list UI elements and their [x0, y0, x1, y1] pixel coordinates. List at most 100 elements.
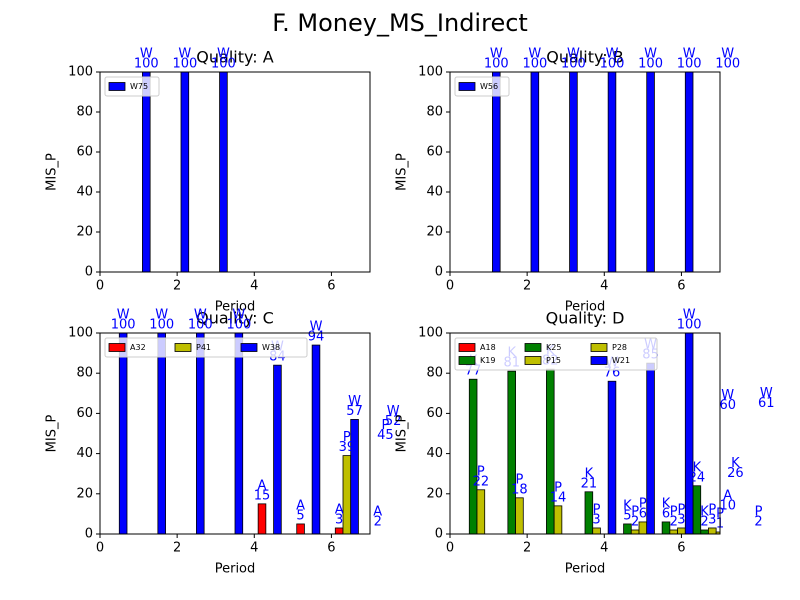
bar-label-value: 100 [149, 318, 174, 333]
bar [374, 530, 382, 534]
bar [311, 344, 321, 534]
bar-label-value: 100 [134, 57, 159, 72]
bar-label-value: 100 [561, 57, 586, 72]
subplot-title: Quality: C [196, 309, 274, 328]
bar-label-value: 100 [600, 57, 625, 72]
bar-label-series: W [217, 47, 230, 62]
bar-label-series: P [755, 504, 763, 519]
y-tick-label: 40 [76, 185, 93, 200]
bar [546, 368, 555, 534]
bar-label-value: 100 [638, 57, 663, 72]
subplot-title: Quality: B [546, 48, 623, 67]
axes-frame [99, 71, 371, 273]
legend-label: K25 [546, 343, 561, 352]
legend-swatch [590, 343, 608, 352]
bar-label-value: 100 [172, 57, 197, 72]
y-tick-label: 100 [68, 326, 93, 341]
legend-swatch [590, 356, 608, 365]
bar [118, 333, 128, 534]
legend: W56 [454, 76, 510, 97]
legend: A32 P41 W38 [104, 337, 308, 358]
bar-label-value: 10 [719, 498, 736, 513]
bar-label-series: P [382, 418, 390, 433]
legend-swatch [458, 356, 476, 365]
bar [684, 333, 694, 534]
bar-label-value: 100 [484, 57, 509, 72]
y-tick-label: 80 [76, 366, 93, 381]
bar-label-value: 15 [254, 488, 271, 503]
bar [700, 529, 709, 534]
bar [157, 333, 166, 534]
x-tick-label: 4 [600, 279, 608, 294]
bar-label-series: W [567, 47, 580, 62]
x-axis-label: Period [215, 562, 256, 577]
bar-label-value: 26 [727, 466, 744, 481]
bars [142, 72, 228, 272]
bar [724, 72, 732, 272]
bar-label-series: K [731, 456, 740, 471]
bar-label-series: W [606, 47, 619, 62]
legend-label: W38 [262, 343, 280, 352]
legend-box [454, 76, 510, 97]
y-tick-label: 80 [76, 105, 93, 120]
y-tick-label: 20 [426, 486, 443, 501]
subplot-title: Quality: D [546, 309, 625, 328]
bar-label-value: 57 [346, 404, 363, 419]
bar-label-series: P [708, 502, 716, 517]
bar [677, 527, 686, 534]
x-tick-label: 0 [96, 541, 104, 556]
bar-label-series: P [670, 504, 678, 519]
bar [724, 514, 732, 534]
bar [646, 362, 655, 534]
legend-label: P28 [612, 343, 627, 352]
bar [350, 419, 359, 534]
bar [180, 72, 190, 272]
bar-label-value: 22 [473, 474, 490, 489]
bar [492, 72, 501, 272]
bar-label-value: 100 [111, 318, 136, 333]
bar-label-series: P [639, 496, 647, 511]
bar [630, 529, 640, 534]
axes-frame [449, 71, 721, 273]
bar [476, 489, 486, 534]
bar [530, 72, 540, 272]
bar [584, 491, 594, 534]
bar-label-series: A [335, 502, 344, 517]
bar [334, 527, 344, 534]
y-tick-label: 60 [426, 145, 443, 160]
bar-label-series: K [585, 466, 594, 481]
bar [142, 72, 151, 272]
y-tick-label: 80 [426, 366, 443, 381]
y-tick-label: 0 [435, 527, 443, 542]
x-tick-label: 2 [523, 279, 531, 294]
y-tick-label: 60 [76, 145, 93, 160]
y-tick-label: 0 [85, 265, 93, 280]
bar [569, 72, 578, 272]
bar-label-series: W [140, 47, 153, 62]
bar-label-value: 60 [719, 398, 736, 413]
bar-label-value: 3 [677, 512, 685, 527]
bar-label-value: 5 [296, 508, 304, 523]
y-tick-label: 20 [76, 225, 93, 240]
bar-label-series: A [373, 504, 382, 519]
bar-label-series: W [387, 404, 400, 419]
bar [646, 72, 655, 272]
bar-label-series: W [721, 47, 734, 62]
bar-label-value: 6 [639, 506, 647, 521]
legend-label: K19 [480, 356, 495, 365]
bar-label-value: 21 [581, 476, 598, 491]
bar-label-series: P [593, 502, 601, 517]
x-tick-label: 0 [96, 279, 104, 294]
bars [492, 72, 732, 272]
bar-label-series: W [178, 47, 191, 62]
bar-label-series: P [343, 430, 351, 445]
bar-label-value: 100 [715, 57, 740, 72]
axes-frame [449, 332, 721, 535]
bar-label-value: 2 [374, 514, 382, 529]
legend-swatch [524, 356, 542, 365]
legend-swatch [108, 82, 126, 91]
y-tick-label: 40 [426, 185, 443, 200]
y-axis-label: MIS_P [45, 415, 60, 453]
bar-label-series: K [700, 504, 709, 519]
